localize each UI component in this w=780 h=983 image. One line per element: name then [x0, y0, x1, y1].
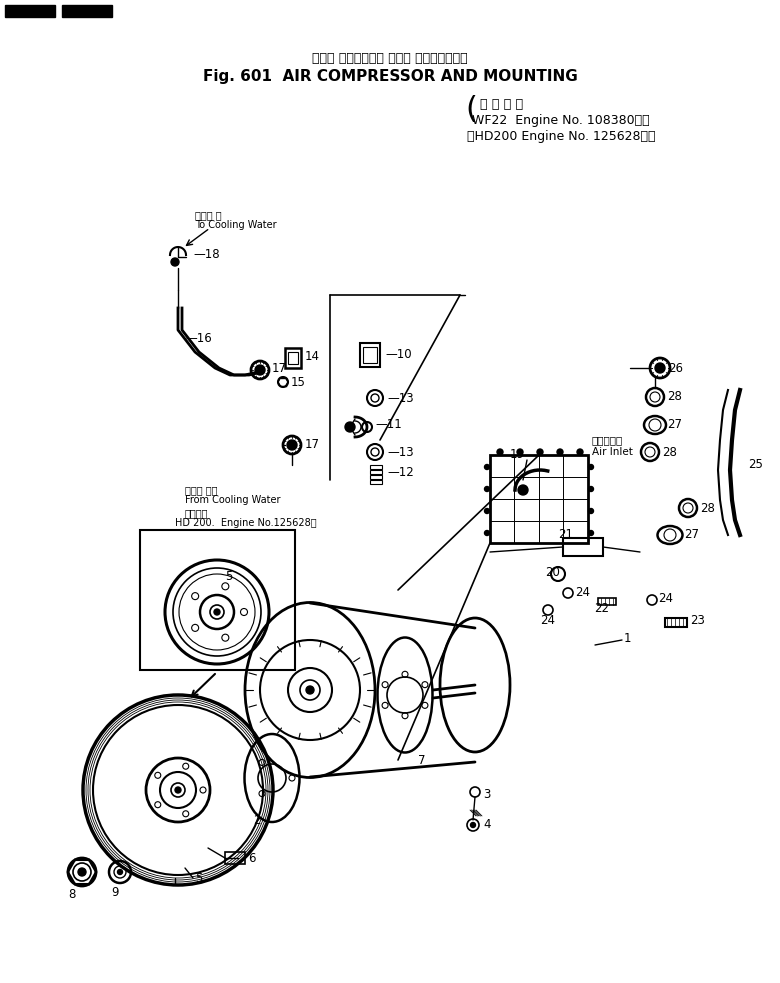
Text: 28: 28	[700, 501, 715, 514]
Text: 26: 26	[668, 362, 683, 375]
Text: —11: —11	[375, 419, 402, 432]
Text: From Cooling Water: From Cooling Water	[185, 495, 281, 505]
Circle shape	[484, 531, 490, 536]
Text: 15: 15	[291, 376, 306, 388]
Text: 9: 9	[112, 886, 119, 899]
Bar	[285, 348, 301, 368]
Text: 8: 8	[69, 888, 76, 901]
Text: 20: 20	[545, 565, 560, 579]
Circle shape	[345, 422, 355, 432]
Text: エアー入口: エアー入口	[592, 435, 623, 445]
Text: 25: 25	[748, 458, 763, 472]
Circle shape	[588, 531, 594, 536]
Circle shape	[78, 868, 86, 876]
Bar	[490, 455, 588, 543]
Text: 28: 28	[662, 445, 677, 458]
Circle shape	[588, 508, 594, 513]
Text: 24: 24	[540, 613, 555, 626]
Circle shape	[588, 487, 594, 492]
Text: 19: 19	[510, 448, 525, 461]
Bar	[62, 5, 112, 17]
Circle shape	[306, 686, 314, 694]
Circle shape	[118, 870, 122, 875]
Bar	[363, 347, 377, 363]
Text: 冷却水 から: 冷却水 から	[185, 485, 218, 495]
Circle shape	[497, 449, 503, 455]
Text: —13: —13	[387, 391, 413, 404]
Text: 6: 6	[248, 851, 256, 864]
Text: 24: 24	[658, 592, 673, 605]
Text: 27: 27	[684, 529, 699, 542]
Text: HD 200.  Engine No.125628～: HD 200. Engine No.125628～	[175, 518, 317, 528]
Text: 17: 17	[305, 438, 320, 451]
Circle shape	[287, 440, 297, 450]
Text: 27: 27	[667, 419, 682, 432]
Bar	[370, 480, 382, 484]
Circle shape	[470, 823, 476, 828]
Circle shape	[214, 609, 220, 615]
Text: 14: 14	[305, 351, 320, 364]
Text: 5: 5	[225, 569, 232, 583]
Circle shape	[588, 465, 594, 470]
Bar	[665, 618, 687, 627]
Text: 7: 7	[418, 754, 426, 767]
Text: 適 用 号 機: 適 用 号 機	[480, 98, 523, 111]
Bar	[563, 538, 603, 556]
Bar	[140, 530, 295, 670]
Text: Fig. 601  AIR COMPRESSOR AND MOUNTING: Fig. 601 AIR COMPRESSOR AND MOUNTING	[203, 69, 577, 84]
Bar	[288, 352, 298, 364]
Text: (: (	[465, 95, 477, 124]
Circle shape	[484, 465, 490, 470]
Text: 28: 28	[667, 390, 682, 403]
Bar	[360, 343, 380, 367]
Circle shape	[518, 485, 528, 495]
Text: 適用号機: 適用号機	[185, 508, 208, 518]
Text: Air Inlet: Air Inlet	[592, 447, 633, 457]
Bar	[225, 852, 245, 864]
Text: 23: 23	[690, 614, 705, 627]
Text: 4: 4	[483, 819, 491, 832]
Circle shape	[517, 449, 523, 455]
Text: 冷却水 ～: 冷却水 ～	[195, 210, 222, 220]
Bar	[598, 598, 616, 605]
Text: WF22  Engine No. 108380～）: WF22 Engine No. 108380～）	[472, 114, 650, 127]
Bar	[370, 470, 382, 474]
Text: 1: 1	[624, 631, 632, 645]
Bar	[370, 475, 382, 479]
Text: 21: 21	[558, 529, 573, 542]
Text: エアー コンプレッサ および マウンティング: エアー コンプレッサ および マウンティング	[312, 51, 468, 65]
Circle shape	[171, 258, 179, 266]
Text: 5: 5	[195, 872, 202, 885]
Text: 24: 24	[575, 587, 590, 600]
Text: 17: 17	[272, 362, 287, 375]
Text: 3: 3	[483, 788, 491, 801]
Bar	[370, 465, 382, 469]
Text: 2: 2	[253, 814, 261, 827]
Text: —16: —16	[185, 331, 211, 344]
Text: To Cooling Water: To Cooling Water	[195, 220, 277, 230]
Circle shape	[255, 365, 265, 375]
Circle shape	[484, 508, 490, 513]
Text: （HD200 Engine No. 125628～）: （HD200 Engine No. 125628～）	[467, 130, 655, 143]
Text: 22: 22	[594, 602, 609, 614]
Circle shape	[175, 787, 181, 793]
Text: —18: —18	[193, 249, 220, 261]
Text: —12: —12	[387, 466, 413, 479]
Circle shape	[537, 449, 543, 455]
Circle shape	[655, 363, 665, 373]
Text: —13: —13	[387, 445, 413, 458]
Text: —10: —10	[385, 349, 412, 362]
Circle shape	[557, 449, 563, 455]
Circle shape	[484, 487, 490, 492]
Circle shape	[577, 449, 583, 455]
Bar	[5, 5, 55, 17]
